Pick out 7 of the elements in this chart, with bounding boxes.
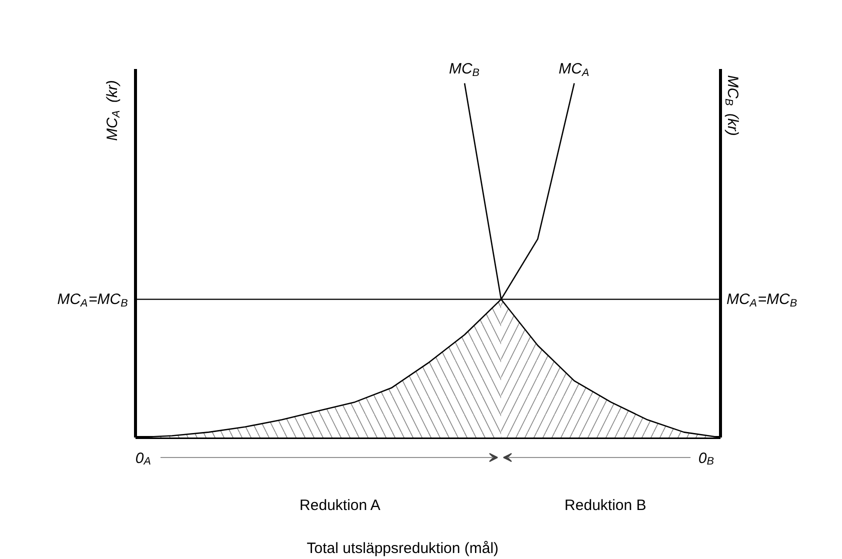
text: 0A [135,450,151,468]
y2-axis-title: MCB (kr) [722,75,741,136]
text: Total utsläppsreduktion (mål) [306,540,499,557]
text: Reduktion A [300,497,380,514]
text: 0B [698,450,714,468]
y-axis-title: MCA (kr) [104,80,122,141]
text: Reduktion B [564,497,646,514]
